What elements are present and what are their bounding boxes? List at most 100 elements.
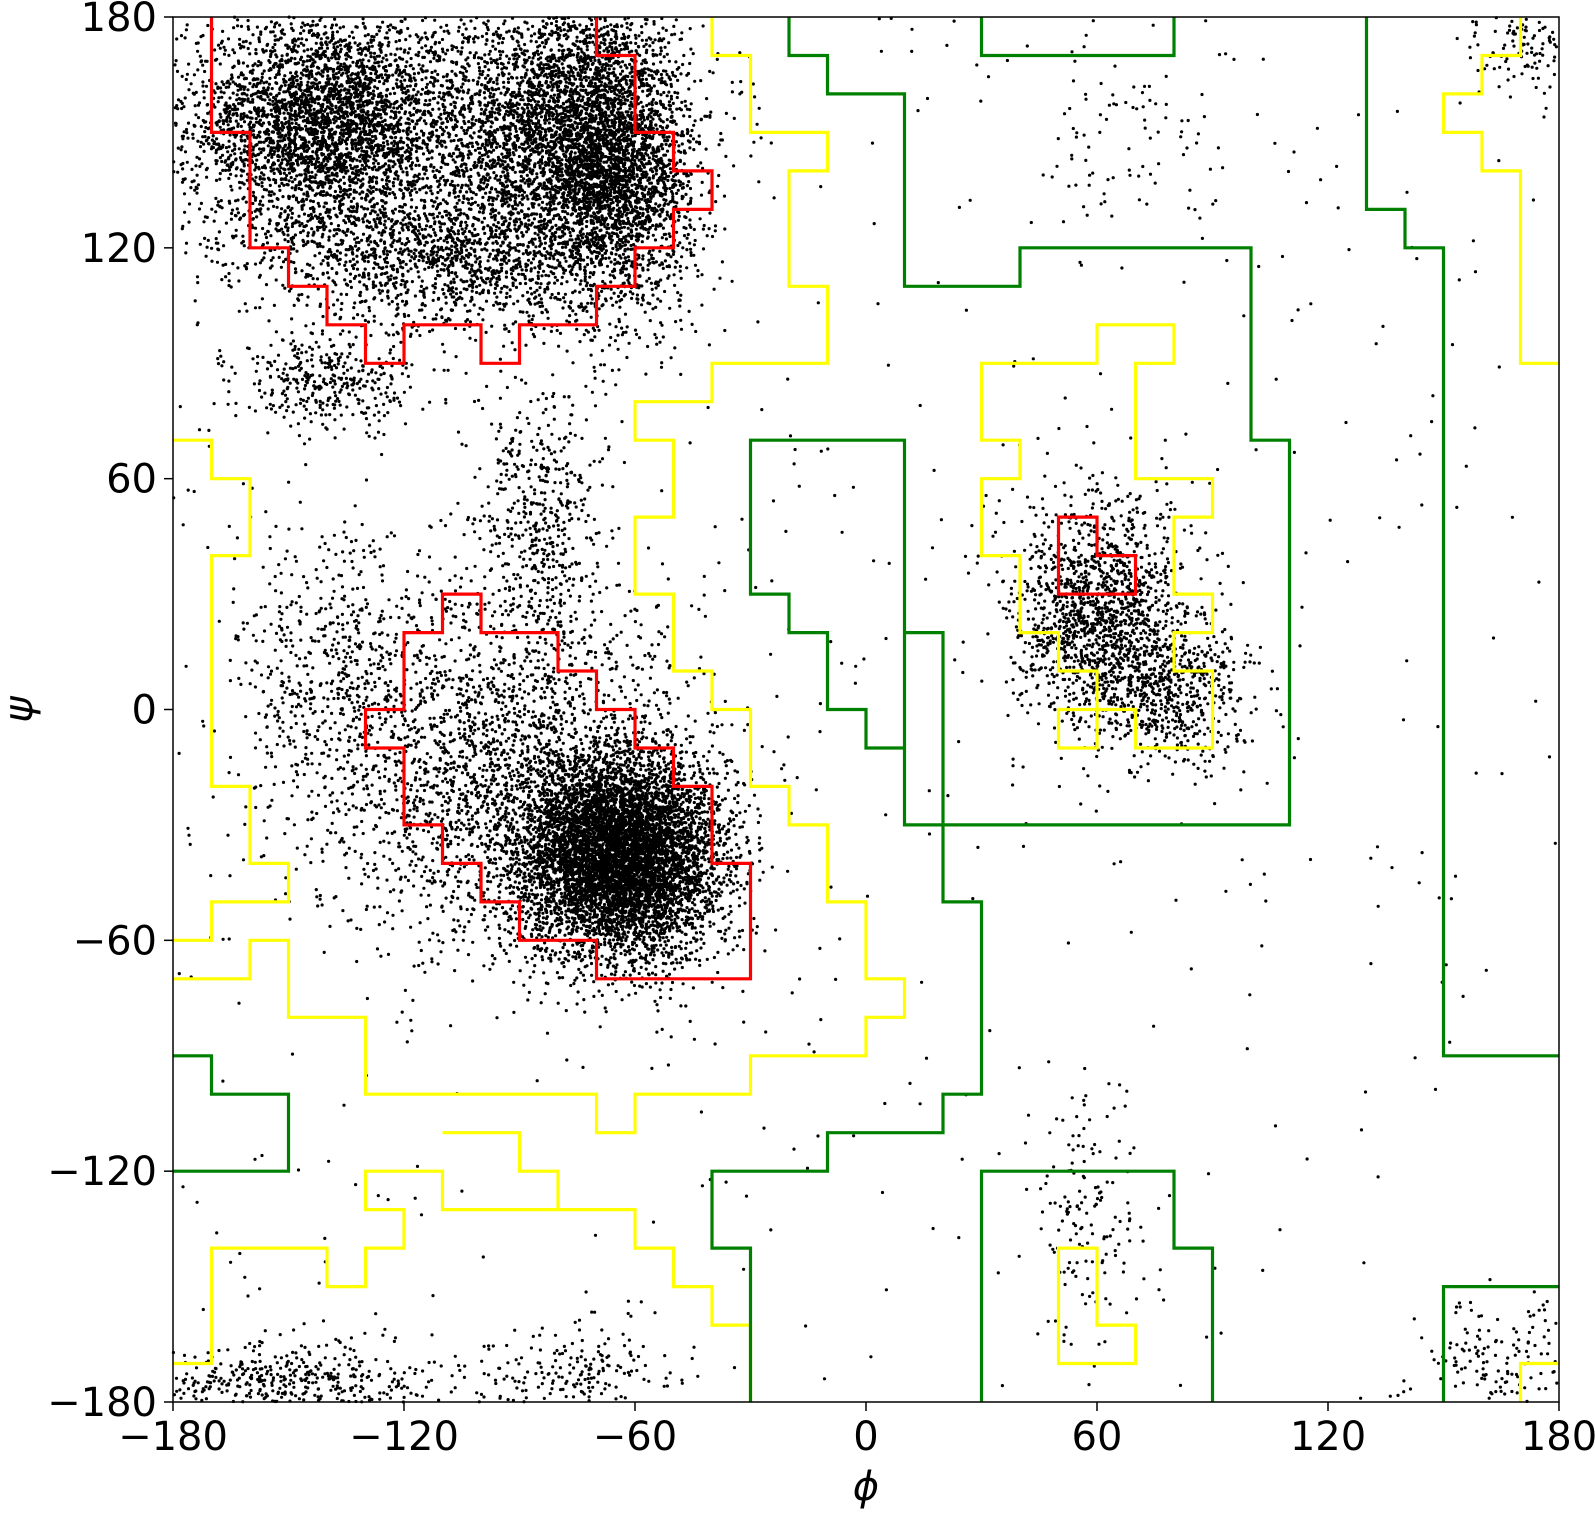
scatter-point	[302, 212, 307, 216]
scatter-point	[320, 86, 324, 90]
scatter-point	[298, 173, 302, 177]
scatter-point	[349, 199, 353, 203]
scatter-point	[361, 114, 365, 118]
scatter-point	[680, 142, 684, 146]
scatter-point	[438, 58, 442, 63]
scatter-point	[283, 134, 287, 138]
scatter-point	[360, 183, 364, 187]
scatter-point	[231, 91, 235, 95]
scatter-point	[385, 182, 389, 186]
scatter-point	[323, 201, 327, 205]
scatter-point	[225, 119, 229, 123]
scatter-point	[335, 166, 339, 170]
scatter-point	[196, 139, 200, 143]
scatter-point	[384, 112, 388, 116]
scatter-point	[180, 145, 184, 149]
scatter-point	[443, 183, 447, 187]
scatter-point	[243, 138, 247, 142]
scatter-point	[399, 103, 404, 107]
scatter-point	[444, 52, 448, 56]
scatter-point	[453, 72, 457, 76]
scatter-point	[384, 73, 388, 77]
scatter-point	[315, 192, 319, 196]
scatter-point	[420, 46, 424, 50]
scatter-point	[307, 140, 311, 144]
scatter-point	[256, 208, 260, 212]
scatter-point	[381, 185, 385, 189]
scatter-point	[235, 113, 239, 118]
scatter-point	[361, 118, 365, 122]
scatter-point	[344, 64, 348, 68]
scatter-point	[414, 163, 418, 167]
scatter-point	[174, 59, 178, 63]
scatter-point	[380, 76, 385, 80]
scatter-point	[204, 126, 208, 130]
scatter-point	[366, 90, 370, 94]
scatter-point	[327, 120, 331, 125]
scatter-point	[341, 100, 345, 104]
scatter-point	[286, 162, 290, 166]
scatter-point	[260, 114, 264, 118]
scatter-point	[256, 95, 260, 99]
scatter-point	[348, 112, 352, 116]
scatter-point	[339, 307, 343, 311]
scatter-point	[673, 32, 677, 36]
scatter-point	[309, 199, 313, 203]
scatter-point	[545, 75, 550, 79]
scatter-point	[362, 47, 366, 51]
scatter-point	[359, 109, 363, 113]
scatter-point	[196, 116, 201, 120]
scatter-point	[269, 112, 274, 117]
scatter-point	[304, 159, 308, 163]
scatter-point	[326, 77, 330, 81]
scatter-point	[337, 153, 341, 157]
scatter-point	[450, 179, 454, 183]
scatter-point	[186, 136, 190, 140]
scatter-point	[292, 81, 296, 85]
scatter-point	[320, 119, 324, 124]
scatter-point	[257, 121, 261, 125]
scatter-point	[489, 57, 493, 61]
scatter-point	[461, 33, 465, 37]
scatter-point	[310, 81, 314, 85]
scatter-point	[311, 157, 316, 161]
scatter-point	[293, 43, 297, 47]
scatter-point	[289, 22, 293, 26]
scatter-point	[431, 133, 435, 137]
scatter-point	[384, 94, 389, 98]
scatter-point	[286, 46, 290, 50]
scatter-point	[297, 186, 301, 191]
scatter-point	[424, 122, 428, 126]
scatter-point	[379, 50, 383, 54]
scatter-point	[678, 183, 682, 187]
scatter-point	[405, 170, 409, 174]
scatter-point	[294, 85, 298, 89]
scatter-point	[327, 128, 331, 132]
scatter-point	[345, 137, 350, 142]
scatter-point	[228, 110, 232, 114]
scatter-point	[242, 77, 246, 81]
scatter-point	[370, 205, 374, 209]
scatter-point	[280, 54, 284, 58]
scatter-point	[263, 164, 267, 168]
scatter-point	[248, 52, 252, 56]
scatter-point	[305, 144, 309, 148]
scatter-point	[296, 200, 301, 204]
scatter-point	[454, 133, 458, 138]
scatter-point	[195, 173, 199, 177]
scatter-point	[260, 184, 264, 188]
scatter-point	[202, 142, 206, 146]
scatter-point	[542, 45, 547, 49]
scatter-point	[331, 30, 335, 34]
scatter-point	[251, 217, 255, 221]
scatter-point	[292, 167, 296, 171]
scatter-point	[435, 119, 439, 124]
scatter-point	[187, 220, 191, 224]
scatter-point	[383, 207, 387, 211]
scatter-point	[323, 171, 328, 175]
scatter-point	[362, 149, 366, 153]
scatter-point	[286, 89, 290, 93]
scatter-point	[241, 214, 246, 218]
scatter-point	[589, 294, 593, 298]
scatter-point	[367, 45, 371, 49]
